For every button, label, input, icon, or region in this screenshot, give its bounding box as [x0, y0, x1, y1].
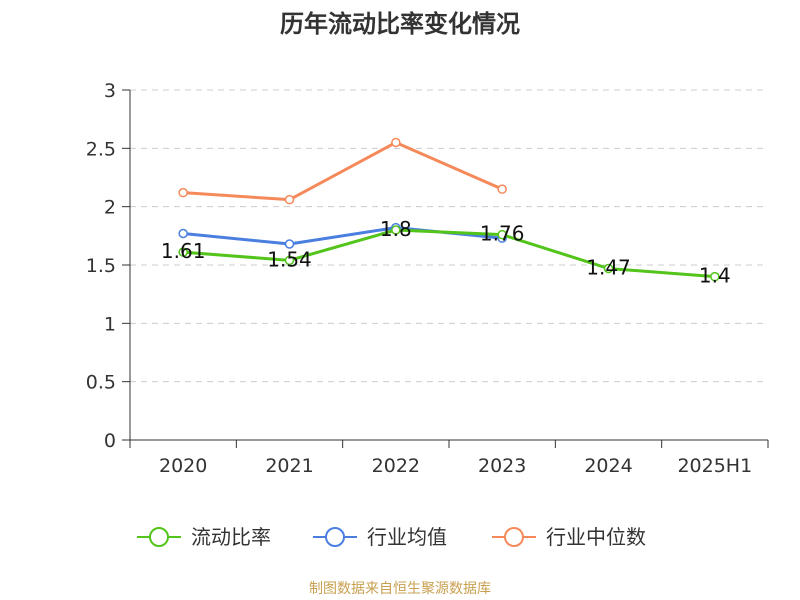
data-point	[284, 239, 295, 249]
legend-label: 行业中位数	[546, 525, 646, 549]
y-tick-label: 2.5	[86, 138, 116, 160]
data-label: 1.76	[480, 222, 525, 246]
data-point	[284, 255, 295, 266]
legend-item[interactable]: 行业中位数	[492, 525, 646, 549]
y-tick-label: 1	[104, 313, 116, 335]
series-2	[178, 137, 507, 205]
series-line	[183, 141, 503, 202]
data-point	[710, 271, 720, 282]
series-line	[183, 228, 715, 279]
y-tick-label: 0.5	[86, 372, 116, 394]
x-tick-label: 2020	[159, 455, 207, 477]
x-tick-label: 2024	[584, 455, 632, 477]
axes: 0 0.5 1 1.5 2 2.5 3 2020 2021 2022 2023 2024 2025H1	[86, 80, 769, 477]
data-label: 1.54	[267, 247, 312, 271]
grid-lines	[130, 89, 768, 383]
y-tick-label: 0	[104, 430, 116, 452]
legend: 流动比率 行业均值 行业中位数	[137, 525, 646, 549]
source-note: 制图数据来自恒生聚源数据库	[309, 581, 491, 597]
data-point	[284, 194, 295, 205]
x-tick-label: 2025H1	[677, 455, 752, 477]
data-point	[178, 228, 188, 239]
series-line	[183, 226, 503, 246]
y-tick-label: 1.5	[86, 255, 116, 277]
data-point	[497, 229, 507, 240]
legend-marker	[325, 527, 345, 547]
legend-label: 行业均值	[367, 525, 447, 549]
x-tick-label: 2023	[478, 455, 526, 477]
data-point	[603, 263, 614, 274]
legend-label: 流动比率	[191, 525, 271, 549]
x-tick-label: 2021	[265, 455, 313, 477]
legend-item[interactable]: 流动比率	[137, 525, 271, 549]
series-layer	[178, 137, 720, 282]
data-point	[391, 137, 401, 148]
data-label: 1.61	[161, 239, 206, 263]
data-point	[178, 247, 188, 257]
data-labels: 1.61 1.54 1.8 1.76 1.47 1.4	[161, 217, 731, 288]
legend-marker	[504, 527, 524, 547]
y-tick-label: 3	[104, 80, 116, 102]
data-label: 1.8	[380, 217, 412, 241]
legend-item[interactable]: 行业均值	[313, 525, 447, 549]
x-tick-label: 2022	[372, 455, 420, 477]
legend-marker	[149, 527, 169, 547]
data-point	[178, 187, 188, 198]
data-point	[391, 225, 401, 235]
y-tick-label: 2	[104, 197, 116, 219]
data-label: 1.47	[586, 256, 631, 280]
series-0	[178, 225, 720, 282]
data-point	[497, 184, 507, 194]
chart-title: 历年流动比率变化情况	[280, 10, 520, 38]
data-label: 1.4	[699, 264, 731, 288]
